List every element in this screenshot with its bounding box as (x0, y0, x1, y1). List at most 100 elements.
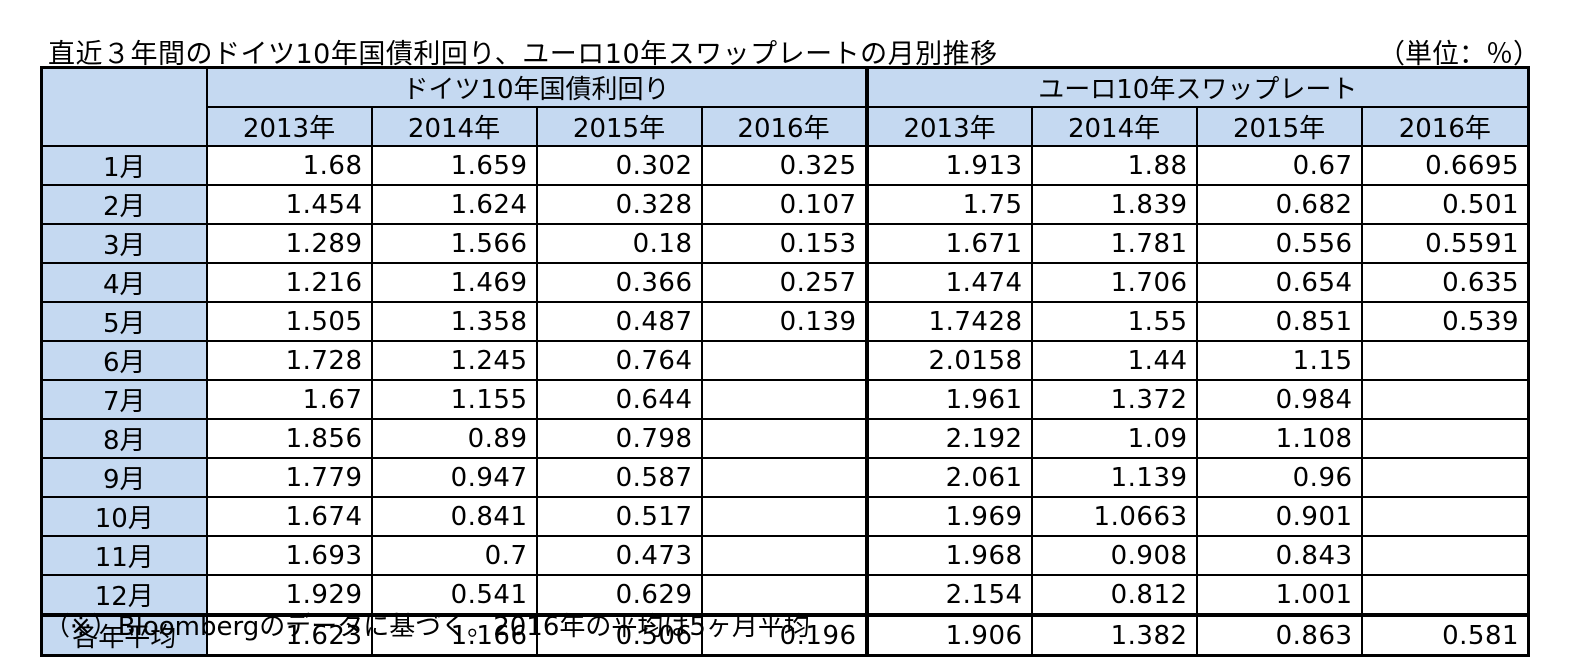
group-header-bund: ドイツ10年国債利回り (205, 66, 868, 108)
table-row: 9月 1.779 0.947 0.587 2.061 1.139 0.96 (40, 457, 1530, 498)
table-row: 12月 1.929 0.541 0.629 2.154 0.812 1.001 (40, 574, 1530, 616)
table-cell: 1.693 (205, 535, 373, 576)
table-cell: 0.96 (1195, 457, 1363, 498)
month-label: 10月 (40, 496, 208, 537)
table-cell: 1.454 (205, 184, 373, 225)
table-row: 7月 1.67 1.155 0.644 1.961 1.372 0.984 (40, 379, 1530, 420)
table-cell: 1.88 (1030, 145, 1198, 186)
table-cell: 0.5591 (1360, 223, 1530, 264)
table-cell: 0.139 (700, 301, 868, 342)
table-cell: 1.856 (205, 418, 373, 459)
table-row: 2月 1.454 1.624 0.328 0.107 1.75 1.839 0.682 0.50… (40, 184, 1530, 225)
group-header-swap: ユーロ10年スワップレート (864, 66, 1530, 108)
table-cell: 0.107 (700, 184, 868, 225)
table-row: 11月 1.693 0.7 0.473 1.968 0.908 0.843 (40, 535, 1530, 576)
group-header-row: ドイツ10年国債利回り ユーロ10年スワップレート (40, 66, 1530, 147)
table-cell: 0.629 (535, 574, 703, 616)
table-cell: 0.841 (370, 496, 538, 537)
table-cell: 2.192 (864, 418, 1033, 459)
table-cell: 1.566 (370, 223, 538, 264)
table-cell: 0.654 (1195, 262, 1363, 303)
table-cell: 1.968 (864, 535, 1033, 576)
table-cell: 1.139 (1030, 457, 1198, 498)
table-cell: 0.851 (1195, 301, 1363, 342)
table-cell: 0.517 (535, 496, 703, 537)
table-cell: 0.644 (535, 379, 703, 420)
table-cell: 1.0663 (1030, 496, 1198, 537)
table-cell: 1.44 (1030, 340, 1198, 381)
table-cell: 0.682 (1195, 184, 1363, 225)
table-cell: 0.581 (1360, 613, 1530, 657)
table-cell: 0.257 (700, 262, 868, 303)
table-cell: 0.587 (535, 457, 703, 498)
table-cell: 1.68 (205, 145, 373, 186)
table-cell (1360, 574, 1530, 616)
table-cell: 2.0158 (864, 340, 1033, 381)
table-cell: 0.812 (1030, 574, 1198, 616)
month-label: 4月 (40, 262, 208, 303)
table-cell (700, 379, 868, 420)
table-cell: 1.706 (1030, 262, 1198, 303)
table-cell: 0.501 (1360, 184, 1530, 225)
table-cell: 0.843 (1195, 535, 1363, 576)
table-cell: 1.505 (205, 301, 373, 342)
table-cell: 1.929 (205, 574, 373, 616)
month-label: 9月 (40, 457, 208, 498)
table-cell: 0.798 (535, 418, 703, 459)
table-cell (1360, 535, 1530, 576)
table-cell: 0.6695 (1360, 145, 1530, 186)
table-cell: 1.67 (205, 379, 373, 420)
table-cell: 1.358 (370, 301, 538, 342)
month-label: 3月 (40, 223, 208, 264)
year-header: 2014年 (1030, 106, 1198, 147)
table-cell: 1.728 (205, 340, 373, 381)
table-cell (700, 457, 868, 498)
table-cell: 1.469 (370, 262, 538, 303)
table-row: 4月 1.216 1.469 0.366 0.257 1.474 1.706 0.654 0.6… (40, 262, 1530, 303)
year-header: 2013年 (864, 106, 1033, 147)
table-cell (700, 535, 868, 576)
table-cell: 0.473 (535, 535, 703, 576)
table-cell: 0.302 (535, 145, 703, 186)
year-header: 2016年 (1360, 106, 1530, 147)
table-cell: 1.382 (1030, 613, 1198, 657)
table-cell: 0.635 (1360, 262, 1530, 303)
table-cell (1360, 457, 1530, 498)
yield-table: ドイツ10年国債利回り ユーロ10年スワップレート 2013年 2014年 20… (40, 66, 1531, 657)
table-cell: 1.906 (864, 613, 1033, 657)
table-cell: 0.539 (1360, 301, 1530, 342)
table-row: 10月 1.674 0.841 0.517 1.969 1.0663 0.901 (40, 496, 1530, 537)
table-cell: 2.061 (864, 457, 1033, 498)
table-cell: 0.196 (700, 613, 868, 657)
table-row: 5月 1.505 1.358 0.487 0.139 1.7428 1.55 0.851 0.5… (40, 301, 1530, 342)
table-cell: 0.153 (700, 223, 868, 264)
table-cell: 1.659 (370, 145, 538, 186)
year-header: 2013年 (205, 106, 373, 147)
table-cell: 1.108 (1195, 418, 1363, 459)
corner-cell (40, 66, 208, 147)
table-cell (700, 418, 868, 459)
table-cell: 1.674 (205, 496, 373, 537)
table-cell: 0.18 (535, 223, 703, 264)
table-cell (1360, 418, 1530, 459)
table-cell: 1.15 (1195, 340, 1363, 381)
table-cell: 1.372 (1030, 379, 1198, 420)
table-row: 3月 1.289 1.566 0.18 0.153 1.671 1.781 0.556 0.55… (40, 223, 1530, 264)
source-note: （※）Bloombergのデータに基づく。2016年の平均は5ヶ月平均 (44, 612, 810, 642)
table-cell: 1.55 (1030, 301, 1198, 342)
table-cell: 1.7428 (864, 301, 1033, 342)
month-label: 8月 (40, 418, 208, 459)
table-cell: 1.245 (370, 340, 538, 381)
table-cell: 1.623 (205, 613, 373, 657)
unit-label: （単位：％） (1378, 39, 1540, 70)
month-label: 5月 (40, 301, 208, 342)
year-header: 2015年 (1195, 106, 1363, 147)
table-cell: 1.624 (370, 184, 538, 225)
table-cell: 1.969 (864, 496, 1033, 537)
table-title: 直近３年間のドイツ10年国債利回り、ユーロ10年スワップレートの月別推移 (48, 39, 998, 70)
table-cell (1360, 379, 1530, 420)
year-header: 2015年 (535, 106, 703, 147)
table-cell: 1.839 (1030, 184, 1198, 225)
month-label: 1月 (40, 145, 208, 186)
table-row: 6月 1.728 1.245 0.764 2.0158 1.44 1.15 (40, 340, 1530, 381)
